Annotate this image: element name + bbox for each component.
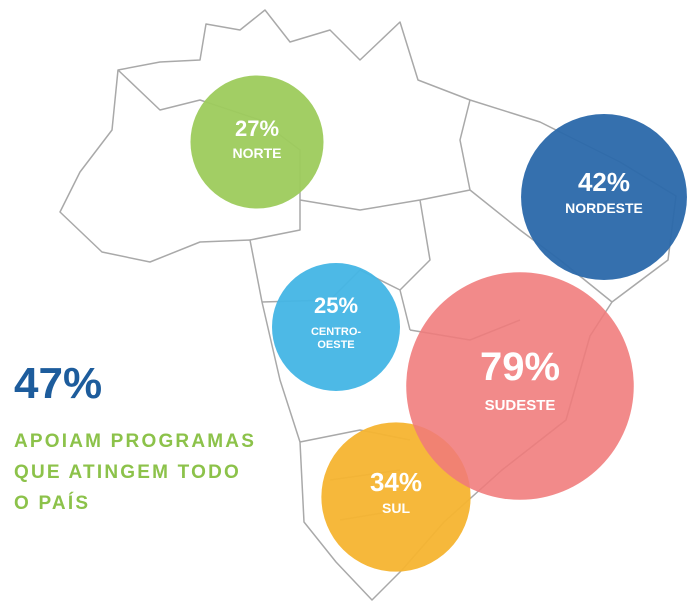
region-name: SUDESTE [485,397,556,414]
highlight-line: QUE ATINGEM TODO [14,462,241,483]
highlight-line: O PAÍS [14,492,90,514]
region-name: OESTE [317,339,354,351]
region-name: NORTE [233,145,282,161]
region-value: 34% [370,467,422,497]
region-bubble [406,272,634,500]
region-name: CENTRO- [311,326,361,338]
region-bubble [190,75,324,209]
region-bubble [272,263,400,391]
region-value: 25% [314,293,358,318]
region-bubbles: 27% NORTE 42% NORDESTE 25% CENTRO-OESTE 34% SUL… [190,75,687,572]
region-name: NORDESTE [565,200,643,216]
region-value: 27% [235,116,279,141]
highlight-value: 47% [14,359,102,408]
highlight-text: APOIAM PROGRAMAS QUE ATINGEM TODO O PAÍS [14,431,256,514]
highlight-line: APOIAM PROGRAMAS [14,431,256,452]
region-bubble [521,114,687,280]
region-value: 42% [578,167,630,197]
region-name: SUL [382,500,410,516]
region-value: 79% [480,345,560,389]
